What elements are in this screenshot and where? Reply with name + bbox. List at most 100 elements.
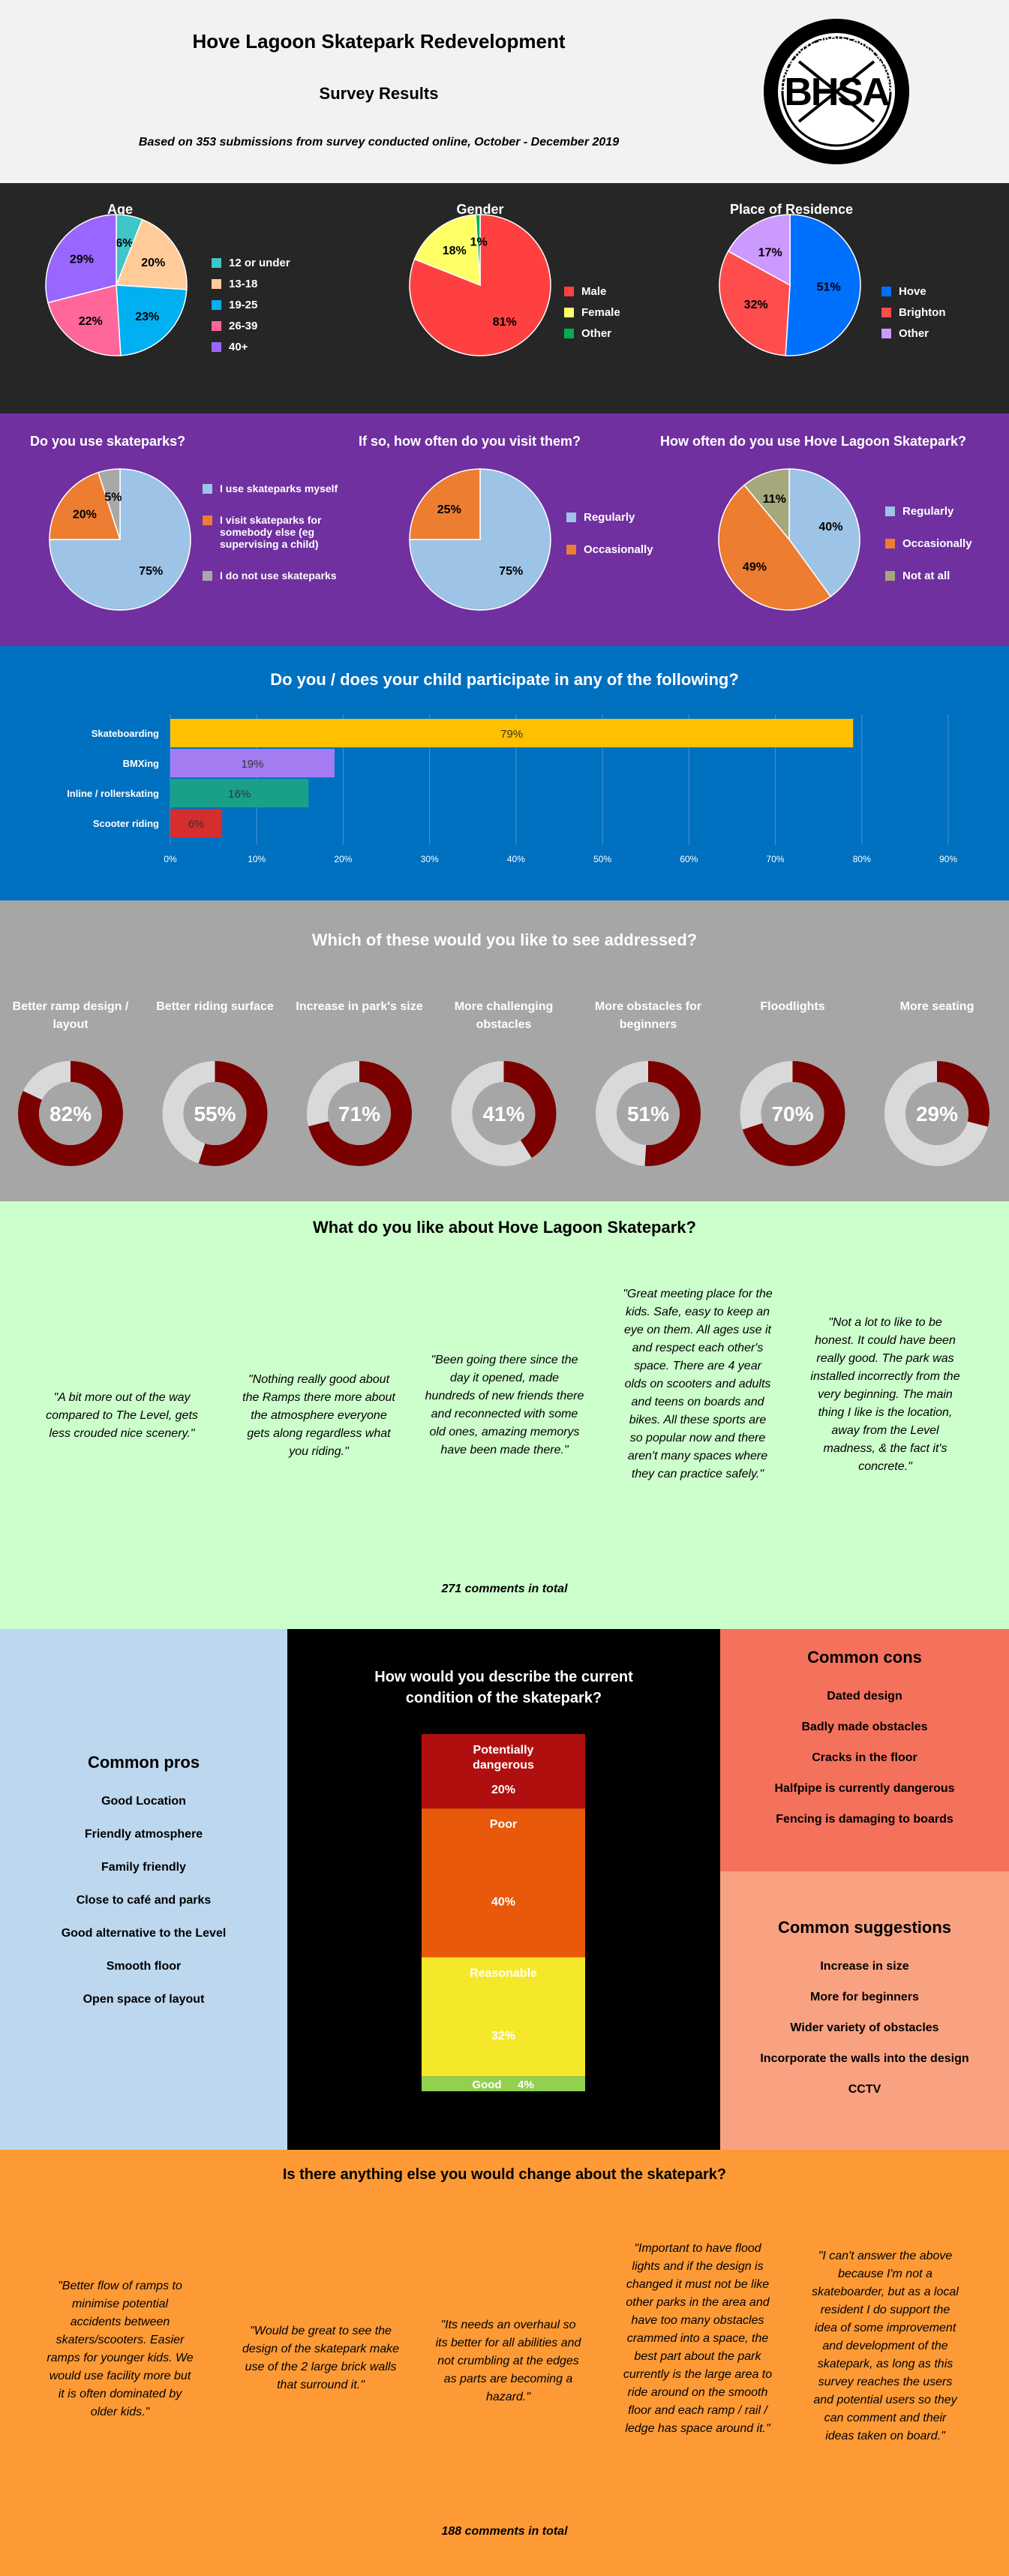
skatepark-use-section: Do you use skateparks? 75% 20% 5% I use sk… [0, 413, 1009, 646]
pros-item: Family friendly [101, 1861, 186, 1874]
bar-inline-rollerskating [170, 779, 309, 807]
cons-title: Common cons [807, 1648, 922, 1667]
condition-category-poor: Poor [490, 1818, 517, 1831]
legend-label: Regularly [584, 511, 635, 524]
legend-item: Other [881, 327, 945, 340]
legend-swatch [564, 308, 574, 317]
like-quote-3: "Been going there since the day it opene… [425, 1354, 584, 1456]
pie-label-i-visit-skateparks-for-somebod: 20% [73, 509, 97, 522]
use-legend: I use skateparks myself I visit skatepark… [203, 482, 341, 601]
legend-label: I do not use skateparks [220, 570, 337, 582]
cons-item: Badly made obstacles [801, 1721, 928, 1733]
bar-value-scooter-riding: 6% [188, 818, 205, 831]
x-tick-label: 20% [334, 854, 352, 864]
residence-legend: Hove Brighton Other [881, 285, 945, 348]
pie-slice-other [727, 214, 791, 287]
pros-item: Good Location [101, 1795, 186, 1808]
donut-arc-better-ramp-design-layout [18, 1061, 123, 1166]
legend-swatch [203, 571, 212, 581]
participation-title: Do you / does your child participate in … [270, 670, 739, 689]
pie-label-i-do-not-use-skateparks: 5% [104, 491, 122, 503]
legend-item: Occasionally [885, 537, 972, 550]
pie-slice-not-at-all [743, 468, 790, 542]
donut-value-floodlights: 70% [771, 1102, 813, 1126]
pie-slice-occasionally [718, 484, 832, 611]
cons-list: Common cons Dated design Badly made obsta… [720, 1648, 1009, 1844]
donut-hole [905, 1082, 968, 1145]
change-quote-2: "Would be great to see the design of the… [242, 2325, 399, 2391]
donut-hole [617, 1082, 680, 1145]
category-label-inline-rollerskating: Inline / rollerskating [67, 788, 159, 799]
donut-arc-more-obstacles-for-beginners [596, 1061, 701, 1166]
legend-item: Regularly [566, 511, 653, 524]
x-tick-label: 10% [248, 854, 266, 864]
legend-label: Not at all [902, 570, 950, 582]
likes-title: What do you like about Hove Lagoon Skate… [313, 1218, 696, 1237]
pie-label-brighton: 32% [744, 299, 768, 311]
donut-hole [328, 1082, 391, 1145]
age-pie: 6% 20% 23% 22% 29% [45, 214, 188, 356]
condition-category-good: Good [472, 2079, 501, 2091]
pie-label-i-use-skateparks-myself: 75% [139, 565, 163, 578]
page-subtitle: Survey Results [319, 84, 439, 103]
pie-slice-hove [785, 214, 861, 356]
x-tick-label: 50% [593, 854, 611, 864]
legend-swatch [885, 571, 895, 581]
logo-letters: BHSA [784, 71, 890, 114]
bar-scooter-riding [170, 809, 223, 837]
legend-swatch [212, 321, 221, 331]
donut-hole [761, 1082, 824, 1145]
legend-swatch [203, 516, 212, 525]
like-quote-4: "Great meeting place for the kids. Safe,… [623, 1288, 773, 1480]
use-pie: 75% 20% 5% [49, 468, 191, 611]
category-label-scooter-riding: Scooter riding [93, 818, 159, 829]
legend-item: Brighton [881, 306, 945, 319]
legend-label: 12 or under [229, 257, 290, 269]
condition-stacked-bar: Potentially dangerous 20% Poor 40% Reasonable… [422, 1734, 585, 2091]
cons-panel: Common cons Dated design Badly made obsta… [720, 1629, 1009, 1871]
residence-pie: 51% 32% 17% [719, 214, 861, 356]
legend-item: Occasionally [566, 543, 653, 556]
age-legend: 12 or under 13-18 19-25 26-39 40+ [212, 257, 290, 362]
legend-swatch [885, 539, 895, 549]
change-section: Is there anything else you would change … [0, 2150, 1009, 2576]
likes-section: What do you like about Hove Lagoon Skate… [0, 1201, 1009, 1629]
cons-item: Dated design [827, 1690, 902, 1703]
legend-swatch [881, 287, 891, 296]
like-quote-1: "A bit more out of the way compared to T… [46, 1391, 198, 1440]
bar-value-skateboarding: 79% [500, 728, 523, 741]
legend-swatch [881, 308, 891, 317]
legend-label: Hove [899, 285, 926, 298]
legend-item: Regularly [885, 505, 972, 518]
legend-swatch [212, 342, 221, 352]
hove-usage-legend: Regularly Occasionally Not at all [885, 505, 972, 602]
pie-label-19-25: 23% [135, 311, 159, 323]
pros-item: Smooth floor [106, 1960, 182, 1973]
legend-item: 12 or under [212, 257, 290, 269]
residence-chart-title: Place of Residence [729, 202, 854, 217]
donut-value-more-obstacles-for-beginners: 51% [627, 1102, 669, 1126]
pie-label-13-18: 20% [141, 257, 165, 269]
cons-item: Cracks in the floor [812, 1751, 917, 1764]
use-chart-title: Do you use skateparks? [30, 434, 186, 449]
donut-value-more-seating: 29% [916, 1102, 958, 1126]
demographics-section: Age 6% 20% 23% 22% 29% 12 or under 13-18 19-25… [0, 183, 1009, 413]
pie-slice-i-use-skateparks-myself [49, 468, 191, 611]
donut-label-more-seating: More seating [899, 1000, 974, 1013]
condition-segment-reasonable [422, 1957, 585, 2077]
visit-frequency-pie: 75% 25% [409, 468, 551, 611]
page-title: Hove Lagoon Skatepark Redevelopment [192, 30, 566, 53]
pie-slice-regularly [788, 468, 860, 598]
gender-chart-title: Gender [456, 202, 504, 217]
legend-label: Female [581, 306, 620, 319]
pros-list: Common pros Good Location Friendly atmosp… [0, 1753, 287, 2026]
donut-label-better-ramp-design-layout: Better ramp design / layout [12, 1000, 129, 1031]
pie-label-occasionally: 49% [743, 561, 767, 574]
legend-swatch [203, 484, 212, 494]
donut-value-more-challenging-obstacles: 41% [482, 1102, 524, 1126]
legend-label: 13-18 [229, 278, 258, 290]
legend-item: Female [564, 306, 620, 319]
change-title: Is there anything else you would change … [282, 2166, 727, 2183]
pros-title: Common pros [87, 1753, 200, 1772]
donut-arc-increase-in-park-s-size [307, 1061, 412, 1166]
